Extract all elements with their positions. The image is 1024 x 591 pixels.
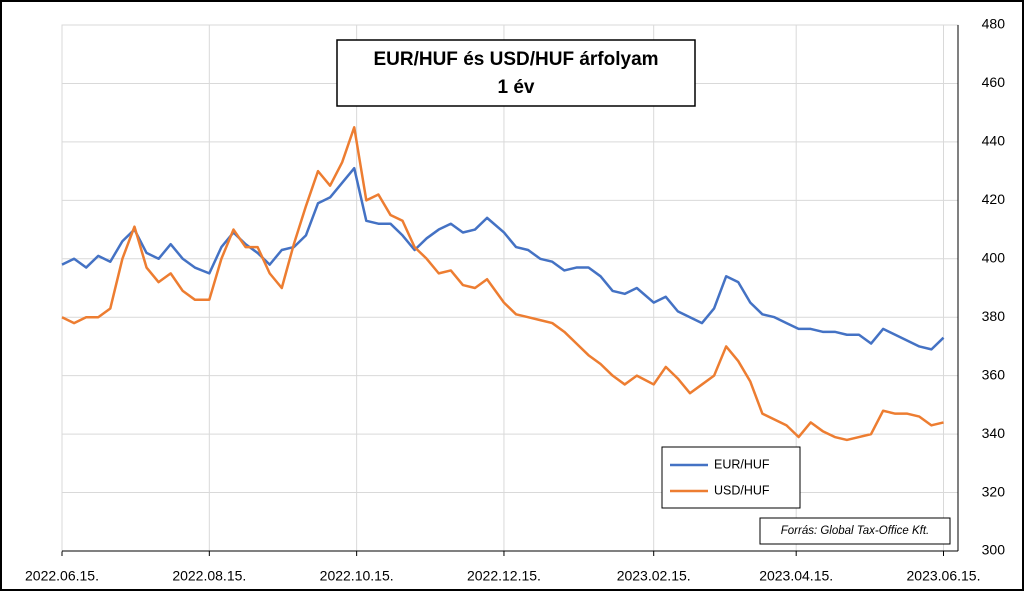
x-tick-label: 2022.08.15. [172, 568, 246, 584]
y-tick-label: 300 [982, 542, 1006, 558]
y-tick-label: 480 [982, 16, 1006, 32]
source: Forrás: Global Tax-Office Kft. [781, 525, 929, 537]
chart-title: EUR/HUF és USD/HUF árfolyam [373, 49, 658, 70]
line-series [61, 166, 945, 351]
x-tick-label: 2023.02.15. [617, 568, 691, 584]
y-tick-label: 320 [982, 483, 1006, 499]
x-tick-label: 2022.06.15. [25, 568, 99, 584]
title-box [336, 39, 696, 107]
chart-subtitle: 1 év [498, 77, 535, 98]
x-tick-label: 2023.06.15. [907, 568, 981, 584]
x-tick-label: 2022.10.15. [320, 568, 394, 584]
legend-box [661, 446, 801, 509]
y-tick-label: 380 [982, 308, 1006, 324]
legend-label: EUR/HUF [714, 457, 770, 471]
x-tick-label: 2022.12.15. [467, 568, 541, 584]
y-tick-label: 360 [982, 366, 1006, 382]
y-tick-label: 420 [982, 191, 1006, 207]
legend-label: USD/HUF [714, 483, 770, 497]
line-series [61, 126, 944, 442]
y-tick-label: 340 [982, 425, 1006, 441]
source-box [759, 517, 951, 545]
y-tick-label: 440 [982, 133, 1006, 149]
y-tick-label: 400 [982, 249, 1006, 265]
y-tick-label: 460 [982, 74, 1006, 90]
x-tick-label: 2023.04.15. [759, 568, 833, 584]
